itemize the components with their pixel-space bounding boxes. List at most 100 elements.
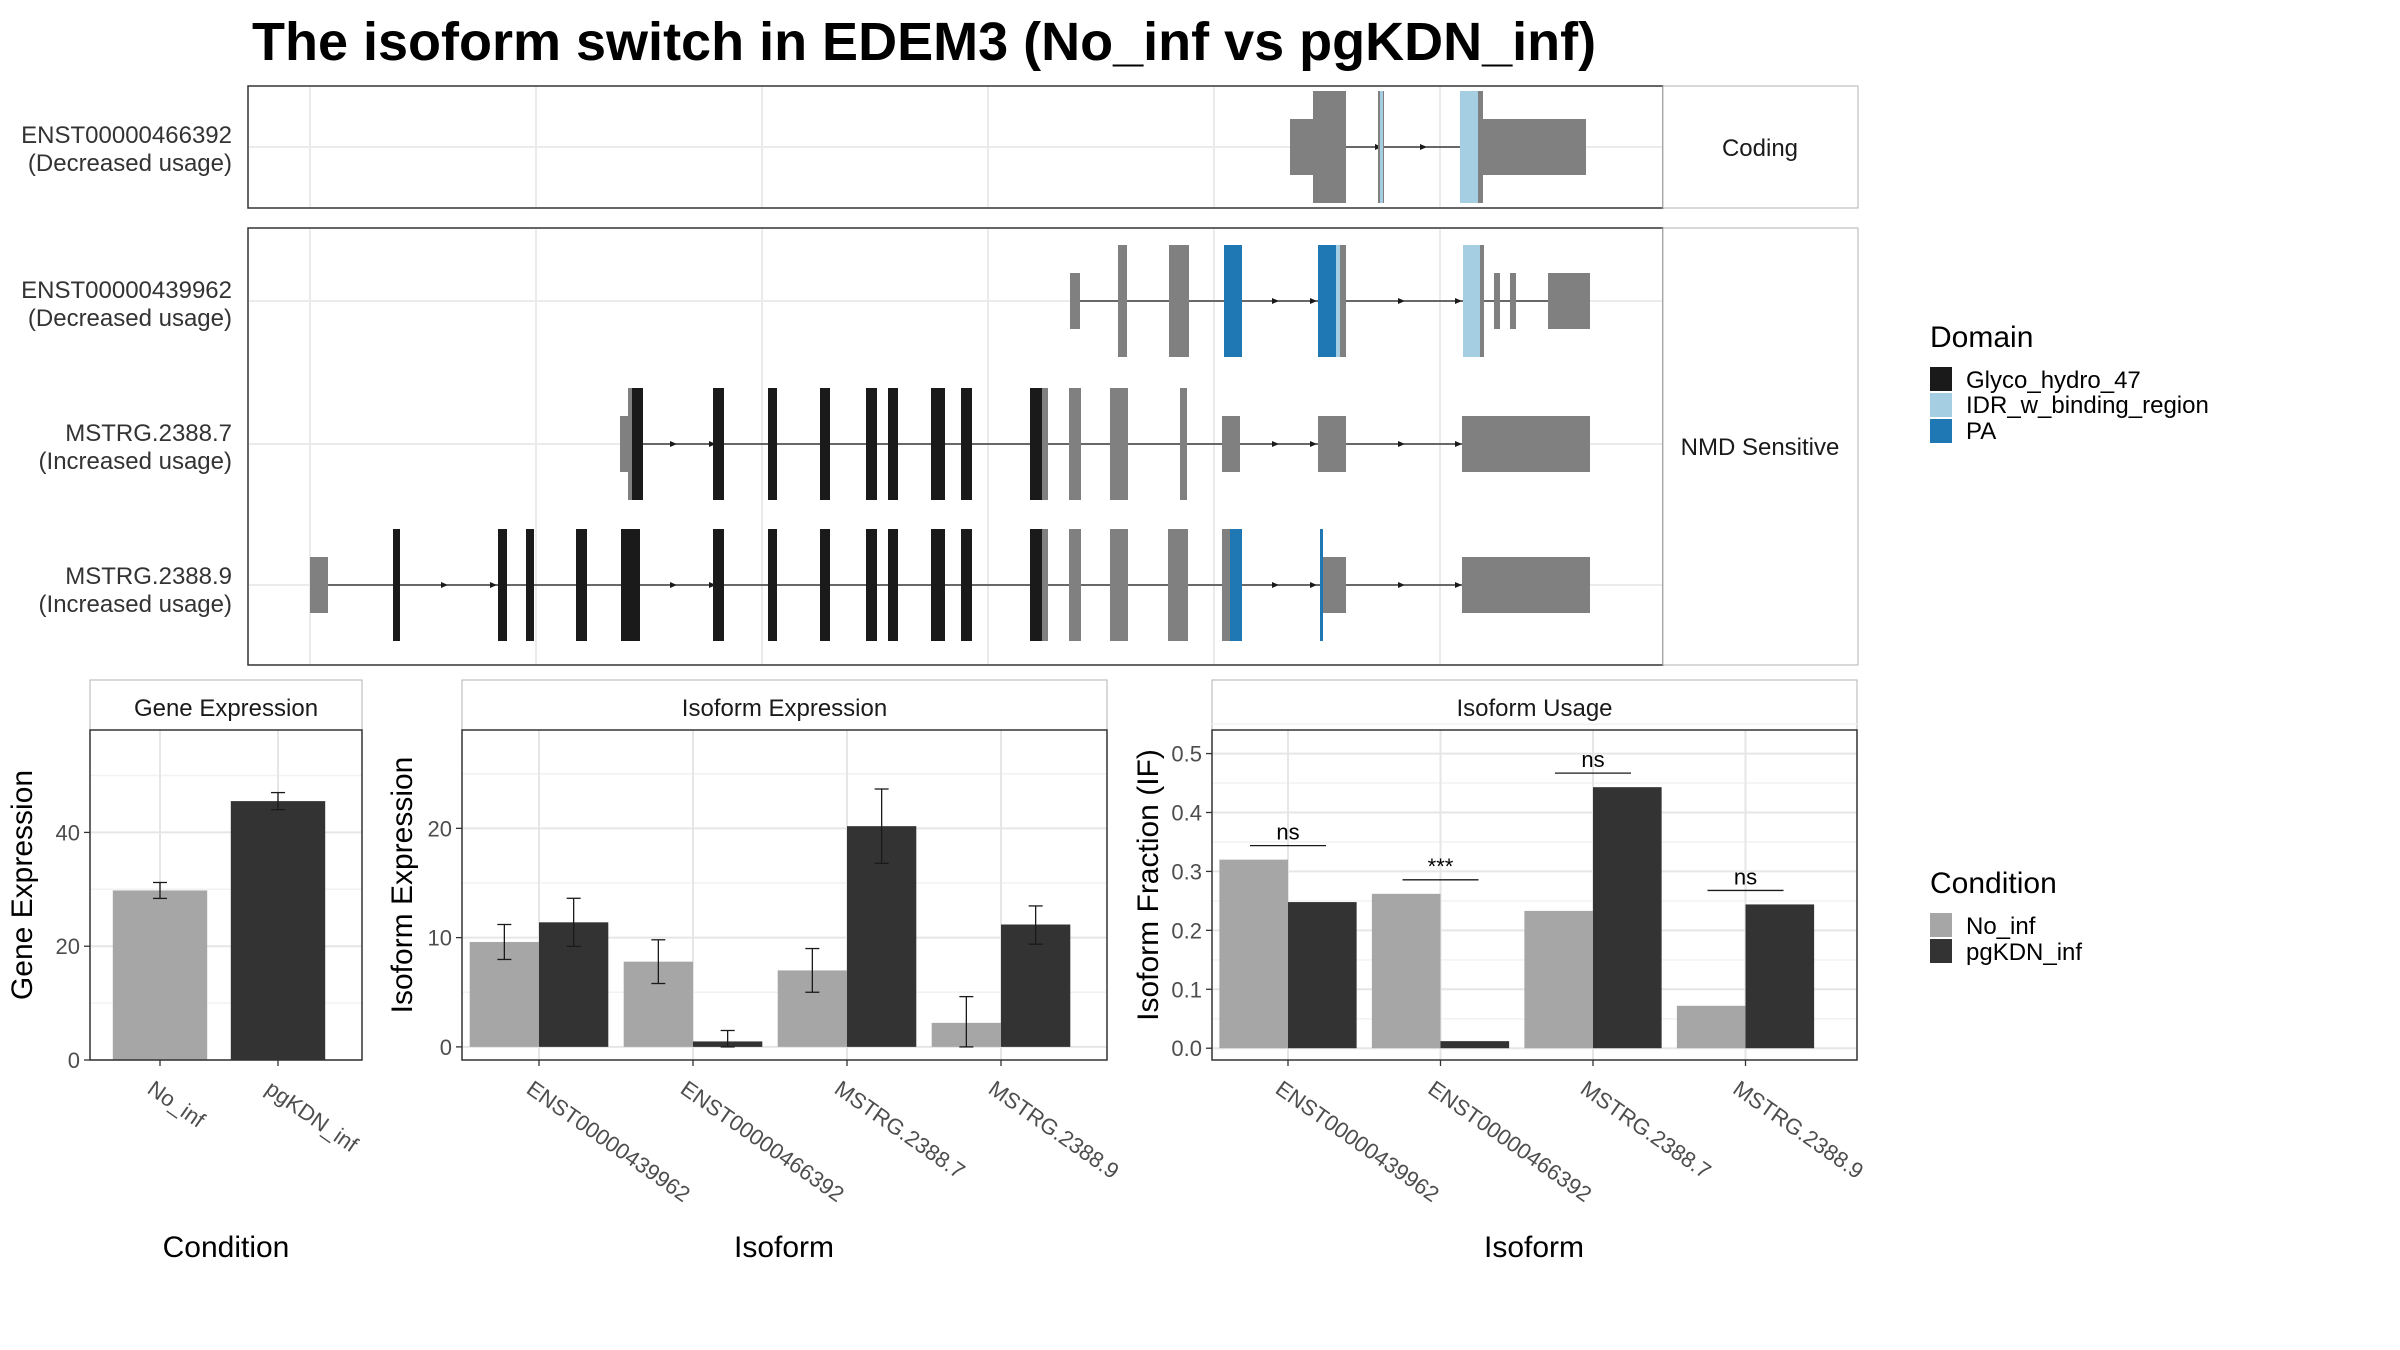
exon-Glyco_hydro_47 [931,529,945,641]
legend-label-glyco-hydro-47: Glyco_hydro_47 [1966,367,2141,394]
legend-key-pgkdn-inf [1930,939,1952,963]
exon-Glyco_hydro_47 [961,529,972,641]
exon-PA [1318,245,1337,357]
x-axis-title: Isoform [734,1231,834,1264]
exon-Glyco_hydro_47 [1030,388,1042,500]
exon-exon [1318,416,1346,472]
exon-exon [310,557,328,613]
nmd-panel [247,227,1664,666]
strand-arrow [1398,582,1405,588]
legend-key-pa [1930,419,1952,443]
plot-border [1211,729,1858,1061]
exon-Glyco_hydro_47 [820,529,830,641]
exon-exon [1313,91,1346,203]
y-tick-label: 0.4 [1171,801,1202,826]
y-tick-label: 0 [68,1048,80,1073]
x-tick-label: MSTRG.2388.9 [1729,1076,1869,1184]
exon-IDR_w_binding_region [1463,245,1481,357]
legend-label-pgkdn-inf: pgKDN_inf [1966,939,2082,966]
x-tick-label: ENST00000466392 [1424,1076,1597,1207]
x-tick-label: No_inf [143,1076,210,1133]
exon-exon [1169,245,1189,357]
domain-legend: Domain Glyco_hydro_47 IDR_w_binding_regi… [1930,321,2209,445]
exon-PA [1224,245,1242,357]
isoform-expression-chart: Isoform Expression 0 10 20 ENST00000439962EN… [386,679,1124,1264]
exon-Glyco_hydro_47 [866,529,877,641]
strand-arrow [1398,441,1405,447]
panel-strip [1211,679,1858,731]
transcript-usage-3: (Increased usage) [39,448,232,475]
group-label-nmd-sensitive: NMD Sensitive [1681,434,1840,461]
exon-exon [1168,529,1188,641]
exon-exon [1290,119,1313,175]
exon-PA [1230,529,1242,641]
bar-pgKDN_inf [230,801,326,1060]
exon-IDR_w_binding_region [1460,91,1480,203]
significance-label: ns [1276,820,1299,845]
exon-Glyco_hydro_47 [768,529,777,641]
figure-title: The isoform switch in EDEM3 (No_inf vs p… [252,12,1596,72]
transcript-usage-1: (Decreased usage) [28,150,232,177]
strand-arrow [709,441,716,447]
exon-Glyco_hydro_47 [961,388,972,500]
y-tick-label: 0.3 [1171,859,1202,884]
exon-exon [1069,388,1081,500]
strand-arrow [1398,298,1405,304]
condition-legend: Condition No_inf pgKDN_inf [1930,867,2082,966]
group-label-coding: Coding [1722,135,1798,162]
legend-key-glyco-hydro-47 [1930,367,1952,391]
strand-arrow [670,441,677,447]
bar-ENST00000439962-No_inf [1219,859,1288,1049]
exon-exon [1483,119,1586,175]
exon-exon [1069,529,1081,641]
bar-MSTRG.2388.7-pgKDN_inf [1593,787,1662,1049]
strand-arrow [1455,298,1462,304]
strand-arrow [490,582,497,588]
exon-exon [1340,245,1346,357]
strand-arrow [1455,582,1462,588]
bar-ENST00000439962-pgKDN_inf [1288,902,1357,1049]
exon-exon [1510,273,1516,329]
exon-Glyco_hydro_47 [576,529,587,641]
strand-arrow [1310,441,1317,447]
bar-No_inf [112,890,208,1060]
strand-arrow [441,582,448,588]
x-tick-label: ENST00000466392 [676,1076,849,1207]
exon-Glyco_hydro_47 [393,529,400,641]
exon-Glyco_hydro_47 [931,388,945,500]
bar-ENST00000466392-pgKDN_inf [1440,1041,1510,1049]
exon-exon [1110,529,1128,641]
plot-border [89,729,363,1061]
gene-expression-chart: Gene Expression 0 20 40 No_inf pgKDN_inf Gene … [6,679,363,1264]
exon-Glyco_hydro_47 [888,388,898,500]
transcript-structure-area: Coding NMD Sensitive ENST00000466392 (De… [21,85,1859,666]
bar-MSTRG.2388.9-pgKDN_inf [1001,924,1071,1047]
exon-exon [1494,273,1500,329]
transcript-structure-enst00000466392 [1290,91,1586,203]
y-tick-label: 0.2 [1171,918,1202,943]
strand-arrow [1310,298,1317,304]
nmd-strip [1662,227,1859,666]
bar-MSTRG.2388.7-No_inf [1524,910,1593,1049]
transcript-structure-mstrg-2388-7 [620,388,1590,500]
panel-title: Isoform Usage [1456,695,1612,722]
strand-arrow [1272,441,1279,447]
x-tick-label: pgKDN_inf [261,1076,363,1158]
x-tick-label: MSTRG.2388.7 [830,1076,970,1184]
strand-arrow [1455,441,1462,447]
y-tick-label: 0.0 [1171,1036,1202,1061]
exon-Glyco_hydro_47 [713,529,724,641]
transcript-usage-2: (Decreased usage) [28,305,232,332]
legend-label-pa: PA [1966,418,1996,445]
y-tick-label: 0.5 [1171,742,1202,767]
y-tick-label: 10 [428,926,452,951]
y-tick-label: 0 [440,1035,452,1060]
y-axis-title: Gene Expression [6,770,39,1000]
x-axis-title: Isoform [1484,1231,1584,1264]
exon-IDR_w_binding_region [1336,245,1342,357]
legend-key-no-inf [1930,913,1952,937]
x-axis-title: Condition [163,1231,290,1264]
x-tick-label: ENST00000439962 [1271,1076,1444,1207]
exon-Glyco_hydro_47 [888,529,898,641]
x-tick-label: MSTRG.2388.9 [984,1076,1124,1184]
